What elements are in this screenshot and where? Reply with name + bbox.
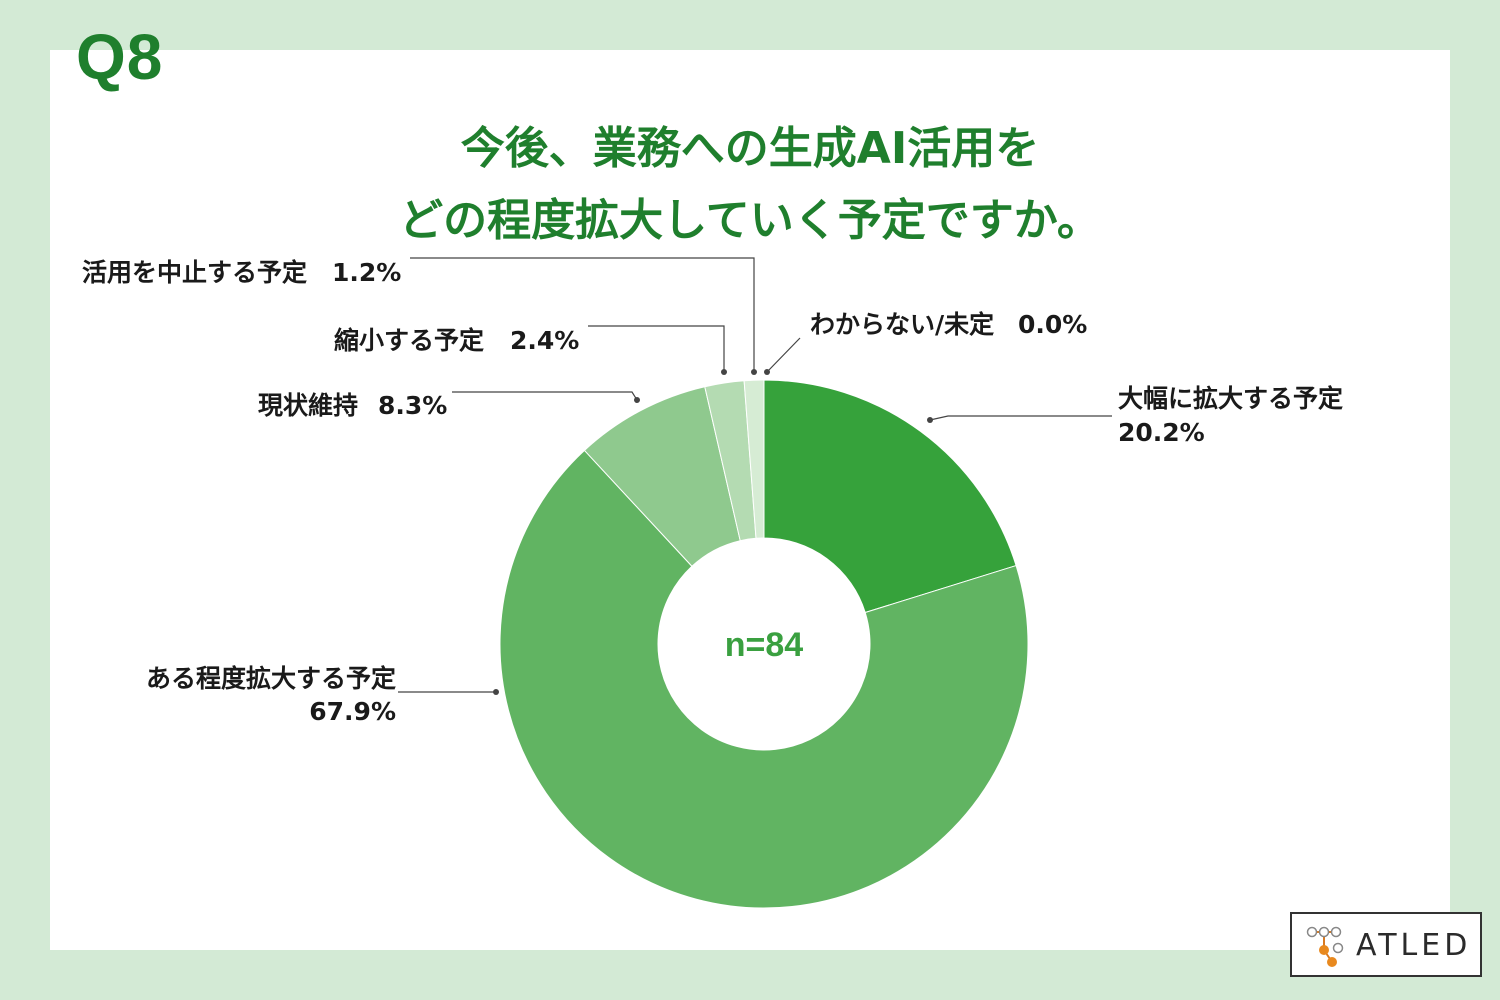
leader-dot [751,369,757,375]
atled-logo: ATLED [1290,912,1482,977]
logo-mark-icon [1306,926,1344,967]
leader-dot [764,369,770,375]
leader-line-maintain [452,391,638,401]
slice-label-large-expand: 大幅に拡大する予定 [1118,384,1343,413]
donut-hole [658,538,870,750]
slice-label-unknown: わからない/未定 [810,310,994,339]
leader-line-large-expand [929,415,1112,421]
chart-title-line-1: 今後、業務への生成AI活用を [460,123,1040,174]
leader-line-stop [410,257,755,372]
leader-line-reduce [588,325,725,372]
question-label: Q8 [76,21,164,93]
logo-text: ATLED [1356,928,1472,963]
leader-line-unknown [766,337,801,373]
leader-dot [721,369,727,375]
slice-value-reduce: 2.4% [510,326,579,355]
slice-label-stop: 活用を中止する予定 [82,258,307,287]
slice-value-some-expand: 67.9% [309,697,396,726]
slice-label-reduce: 縮小する予定 [334,326,484,355]
slice-value-large-expand: 20.2% [1118,418,1205,447]
slice-label-maintain: 現状維持 [258,391,358,420]
slice-value-maintain: 8.3% [378,391,447,420]
leader-dot [927,417,933,423]
leader-dot [634,397,640,403]
leader-dots [493,369,933,695]
sample-size-label: n=84 [725,626,804,664]
chart-title-line-2: どの程度拡大していく予定ですか。 [399,195,1101,246]
slice-value-stop: 1.2% [332,258,401,287]
slice-value-unknown: 0.0% [1018,310,1087,339]
slice-label-some-expand: ある程度拡大する予定 [146,664,396,693]
leader-lines [398,257,1112,693]
leader-dot [493,689,499,695]
